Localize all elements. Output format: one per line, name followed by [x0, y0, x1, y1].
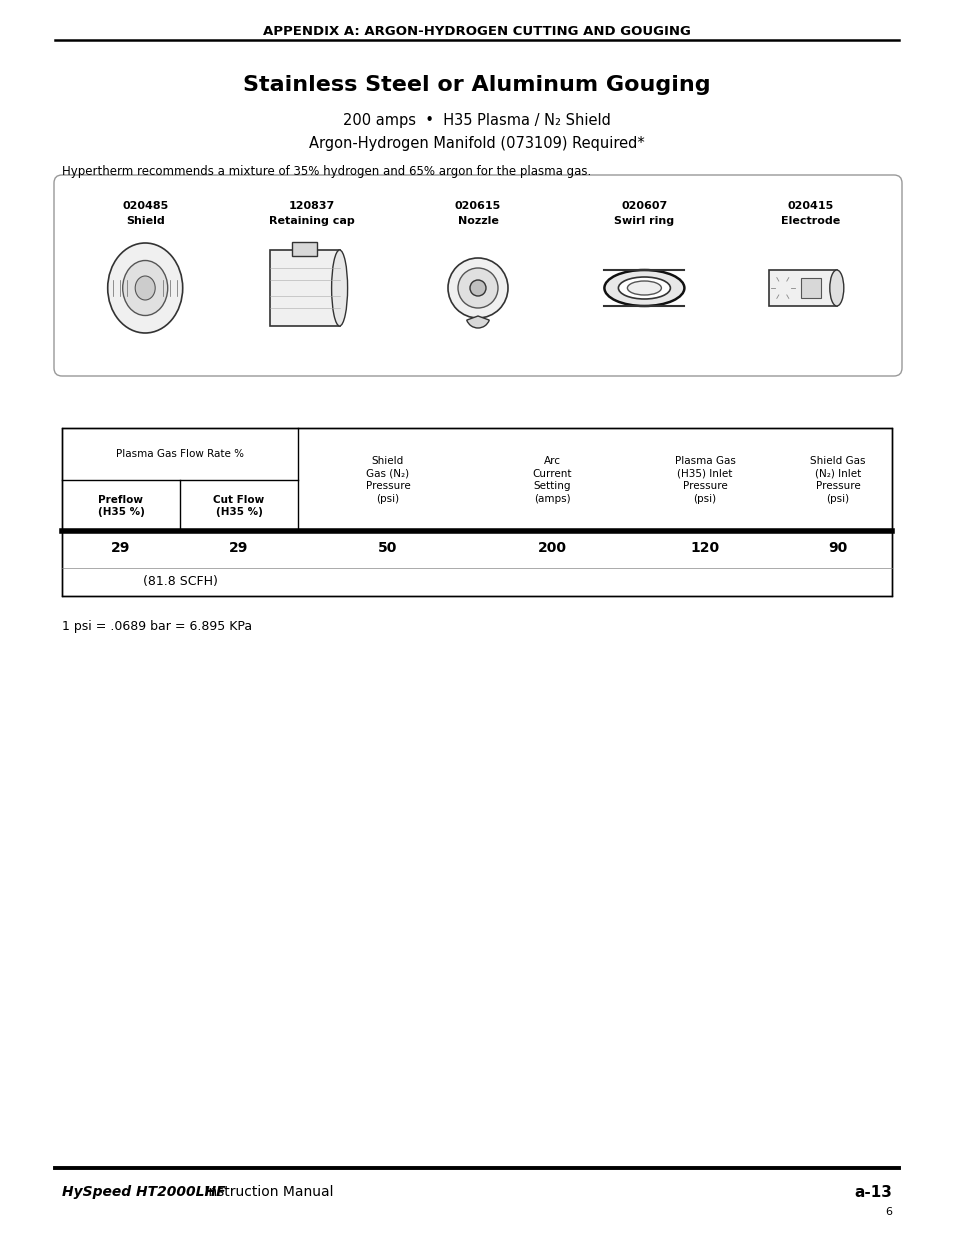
Text: 29: 29 — [112, 541, 131, 555]
Text: (81.8 SCFH): (81.8 SCFH) — [142, 576, 217, 589]
Text: APPENDIX A: ARGON-HYDROGEN CUTTING AND GOUGING: APPENDIX A: ARGON-HYDROGEN CUTTING AND G… — [263, 25, 690, 38]
Text: 020615: 020615 — [455, 201, 500, 211]
Text: 50: 50 — [378, 541, 397, 555]
Ellipse shape — [448, 258, 507, 317]
Text: 200: 200 — [537, 541, 566, 555]
Text: Plasma Gas Flow Rate %: Plasma Gas Flow Rate % — [116, 450, 244, 459]
Text: 020607: 020607 — [620, 201, 667, 211]
Bar — [270, 249, 339, 326]
FancyBboxPatch shape — [54, 175, 901, 375]
Ellipse shape — [618, 277, 670, 299]
Text: Swirl ring: Swirl ring — [614, 216, 674, 226]
Bar — [292, 242, 316, 256]
Text: 120837: 120837 — [288, 201, 335, 211]
Bar — [62, 429, 891, 597]
Text: 020415: 020415 — [787, 201, 833, 211]
Text: 29: 29 — [229, 541, 249, 555]
Wedge shape — [466, 316, 489, 329]
Ellipse shape — [627, 282, 660, 295]
Text: Shield
Gas (N₂)
Pressure
(psi): Shield Gas (N₂) Pressure (psi) — [365, 456, 410, 504]
Bar — [800, 278, 820, 298]
Ellipse shape — [108, 243, 183, 333]
Text: 6: 6 — [884, 1207, 891, 1216]
Ellipse shape — [332, 249, 347, 326]
Ellipse shape — [829, 270, 842, 306]
Text: Argon-Hydrogen Manifold (073109) Required*: Argon-Hydrogen Manifold (073109) Require… — [309, 136, 644, 151]
Ellipse shape — [135, 275, 155, 300]
Text: Plasma Gas
(H35) Inlet
Pressure
(psi): Plasma Gas (H35) Inlet Pressure (psi) — [674, 456, 735, 504]
Text: 020485: 020485 — [122, 201, 168, 211]
Text: Retaining cap: Retaining cap — [269, 216, 355, 226]
Text: 200 amps  •  H35 Plasma / N₂ Shield: 200 amps • H35 Plasma / N₂ Shield — [343, 112, 610, 128]
Ellipse shape — [457, 268, 497, 308]
Text: a-13: a-13 — [853, 1186, 891, 1200]
Text: Arc
Current
Setting
(amps): Arc Current Setting (amps) — [532, 456, 571, 504]
Text: Shield: Shield — [126, 216, 165, 226]
Ellipse shape — [123, 261, 168, 315]
Text: Nozzle: Nozzle — [457, 216, 497, 226]
Text: Instruction Manual: Instruction Manual — [200, 1186, 334, 1199]
Text: Electrode: Electrode — [781, 216, 840, 226]
Text: 1 psi = .0689 bar = 6.895 KPa: 1 psi = .0689 bar = 6.895 KPa — [62, 620, 252, 634]
Ellipse shape — [470, 280, 485, 296]
Bar — [768, 270, 836, 306]
Text: Stainless Steel or Aluminum Gouging: Stainless Steel or Aluminum Gouging — [243, 75, 710, 95]
Text: 120: 120 — [690, 541, 719, 555]
Text: Cut Flow
(H35 %): Cut Flow (H35 %) — [213, 495, 264, 517]
Ellipse shape — [604, 270, 683, 306]
Text: Shield Gas
(N₂) Inlet
Pressure
(psi): Shield Gas (N₂) Inlet Pressure (psi) — [809, 456, 864, 504]
Text: Preflow
(H35 %): Preflow (H35 %) — [97, 495, 144, 517]
Text: HySpeed HT2000LHF: HySpeed HT2000LHF — [62, 1186, 226, 1199]
Text: Hypertherm recommends a mixture of 35% hydrogen and 65% argon for the plasma gas: Hypertherm recommends a mixture of 35% h… — [62, 165, 591, 178]
Text: 90: 90 — [827, 541, 846, 555]
